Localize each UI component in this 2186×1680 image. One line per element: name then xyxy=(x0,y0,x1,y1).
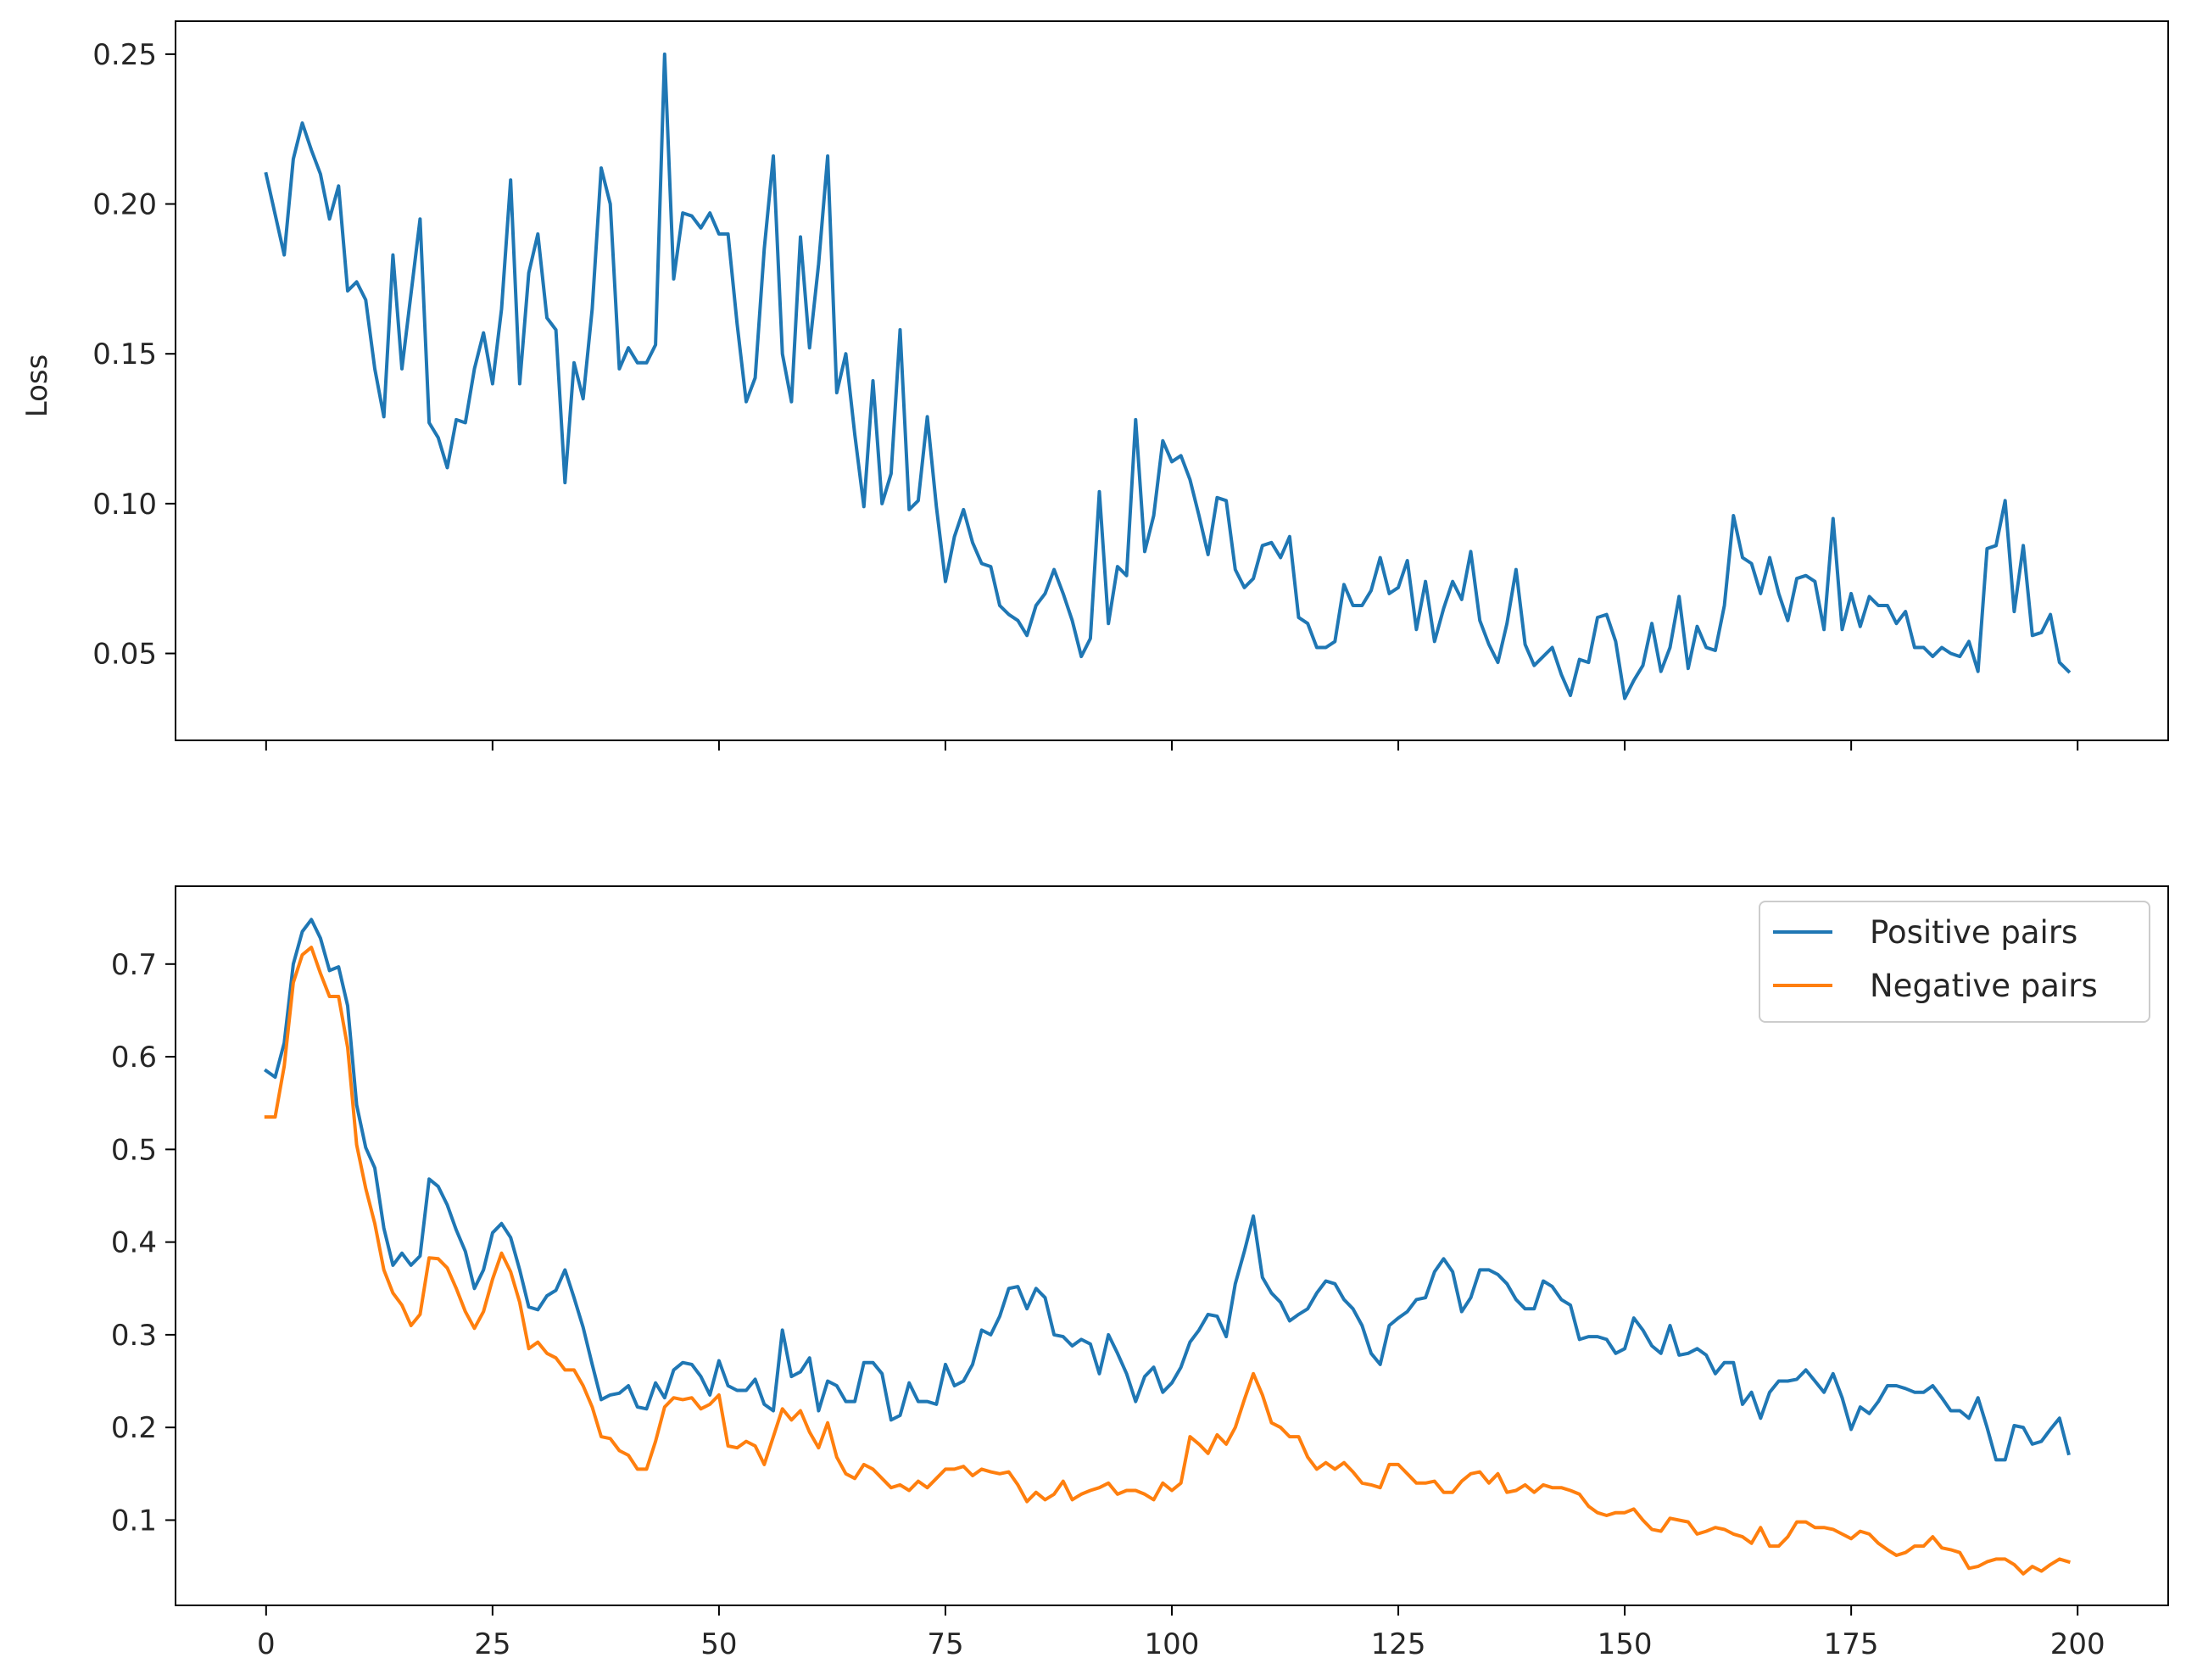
pairs-y-tick-label: 0.2 xyxy=(111,1411,157,1445)
loss-plot: 0.05 0.10 0.15 0.20 0.25 Loss xyxy=(20,20,2169,751)
loss-y-tick-label: 0.25 xyxy=(92,38,157,72)
pairs-y-tick-label: 0.1 xyxy=(111,1504,157,1538)
series-line-loss xyxy=(264,52,2072,700)
loss-y-tick-label: 0.05 xyxy=(92,638,157,672)
legend-box xyxy=(1759,901,2150,1023)
pairs-y-tick-label: 0.7 xyxy=(111,948,157,982)
loss-y-tick-label: 0.20 xyxy=(92,188,157,222)
loss-y-ticks: 0.05 0.10 0.15 0.20 0.25 xyxy=(92,38,176,672)
pairs-x-tick-label: 25 xyxy=(474,1627,510,1661)
pairs-x-tick-label: 200 xyxy=(2050,1627,2105,1661)
pairs-y-tick-label: 0.3 xyxy=(111,1319,157,1353)
pairs-plot: 0 25 50 75 100 125 150 175 200 0.10.20.30.40.50.… xyxy=(111,885,2169,1661)
loss-y-axis-label: Loss xyxy=(20,354,54,418)
series-line-positive-pairs xyxy=(264,918,2071,1462)
loss-lines xyxy=(264,52,2072,700)
pairs-x-ticks: 0 25 50 75 100 125 150 175 200 xyxy=(257,1605,2105,1661)
pairs-x-tick-label: 100 xyxy=(1145,1627,1200,1661)
legend-label-negative-pairs: Negative pairs xyxy=(1870,968,2098,1004)
pairs-x-tick-label: 175 xyxy=(1824,1627,1879,1661)
pairs-x-tick-label: 75 xyxy=(927,1627,963,1661)
pairs-x-tick-label: 150 xyxy=(1598,1627,1653,1661)
pairs-x-tick-label: 0 xyxy=(257,1627,276,1661)
loss-y-tick-label: 0.10 xyxy=(92,488,157,522)
pairs-y-ticks: 0.1 0.2 0.3 0.4 0.5 0.6 0.7 xyxy=(111,948,176,1538)
loss-x-ticks xyxy=(265,740,2079,751)
pairs-y-tick-label: 0.5 xyxy=(111,1133,157,1167)
pairs-y-tick-label: 0.4 xyxy=(111,1226,157,1260)
loss-y-tick-label: 0.15 xyxy=(92,338,157,371)
pairs-lines xyxy=(264,918,2071,1576)
pairs-y-tick-label: 0.6 xyxy=(111,1041,157,1074)
pairs-x-tick-label: 125 xyxy=(1371,1627,1426,1661)
legend-label-positive-pairs: Positive pairs xyxy=(1870,914,2077,951)
pairs-x-tick-label: 50 xyxy=(700,1627,737,1661)
series-line-negative-pairs xyxy=(264,946,2071,1576)
legend: Positive pairs Negative pairs xyxy=(1759,901,2150,1023)
